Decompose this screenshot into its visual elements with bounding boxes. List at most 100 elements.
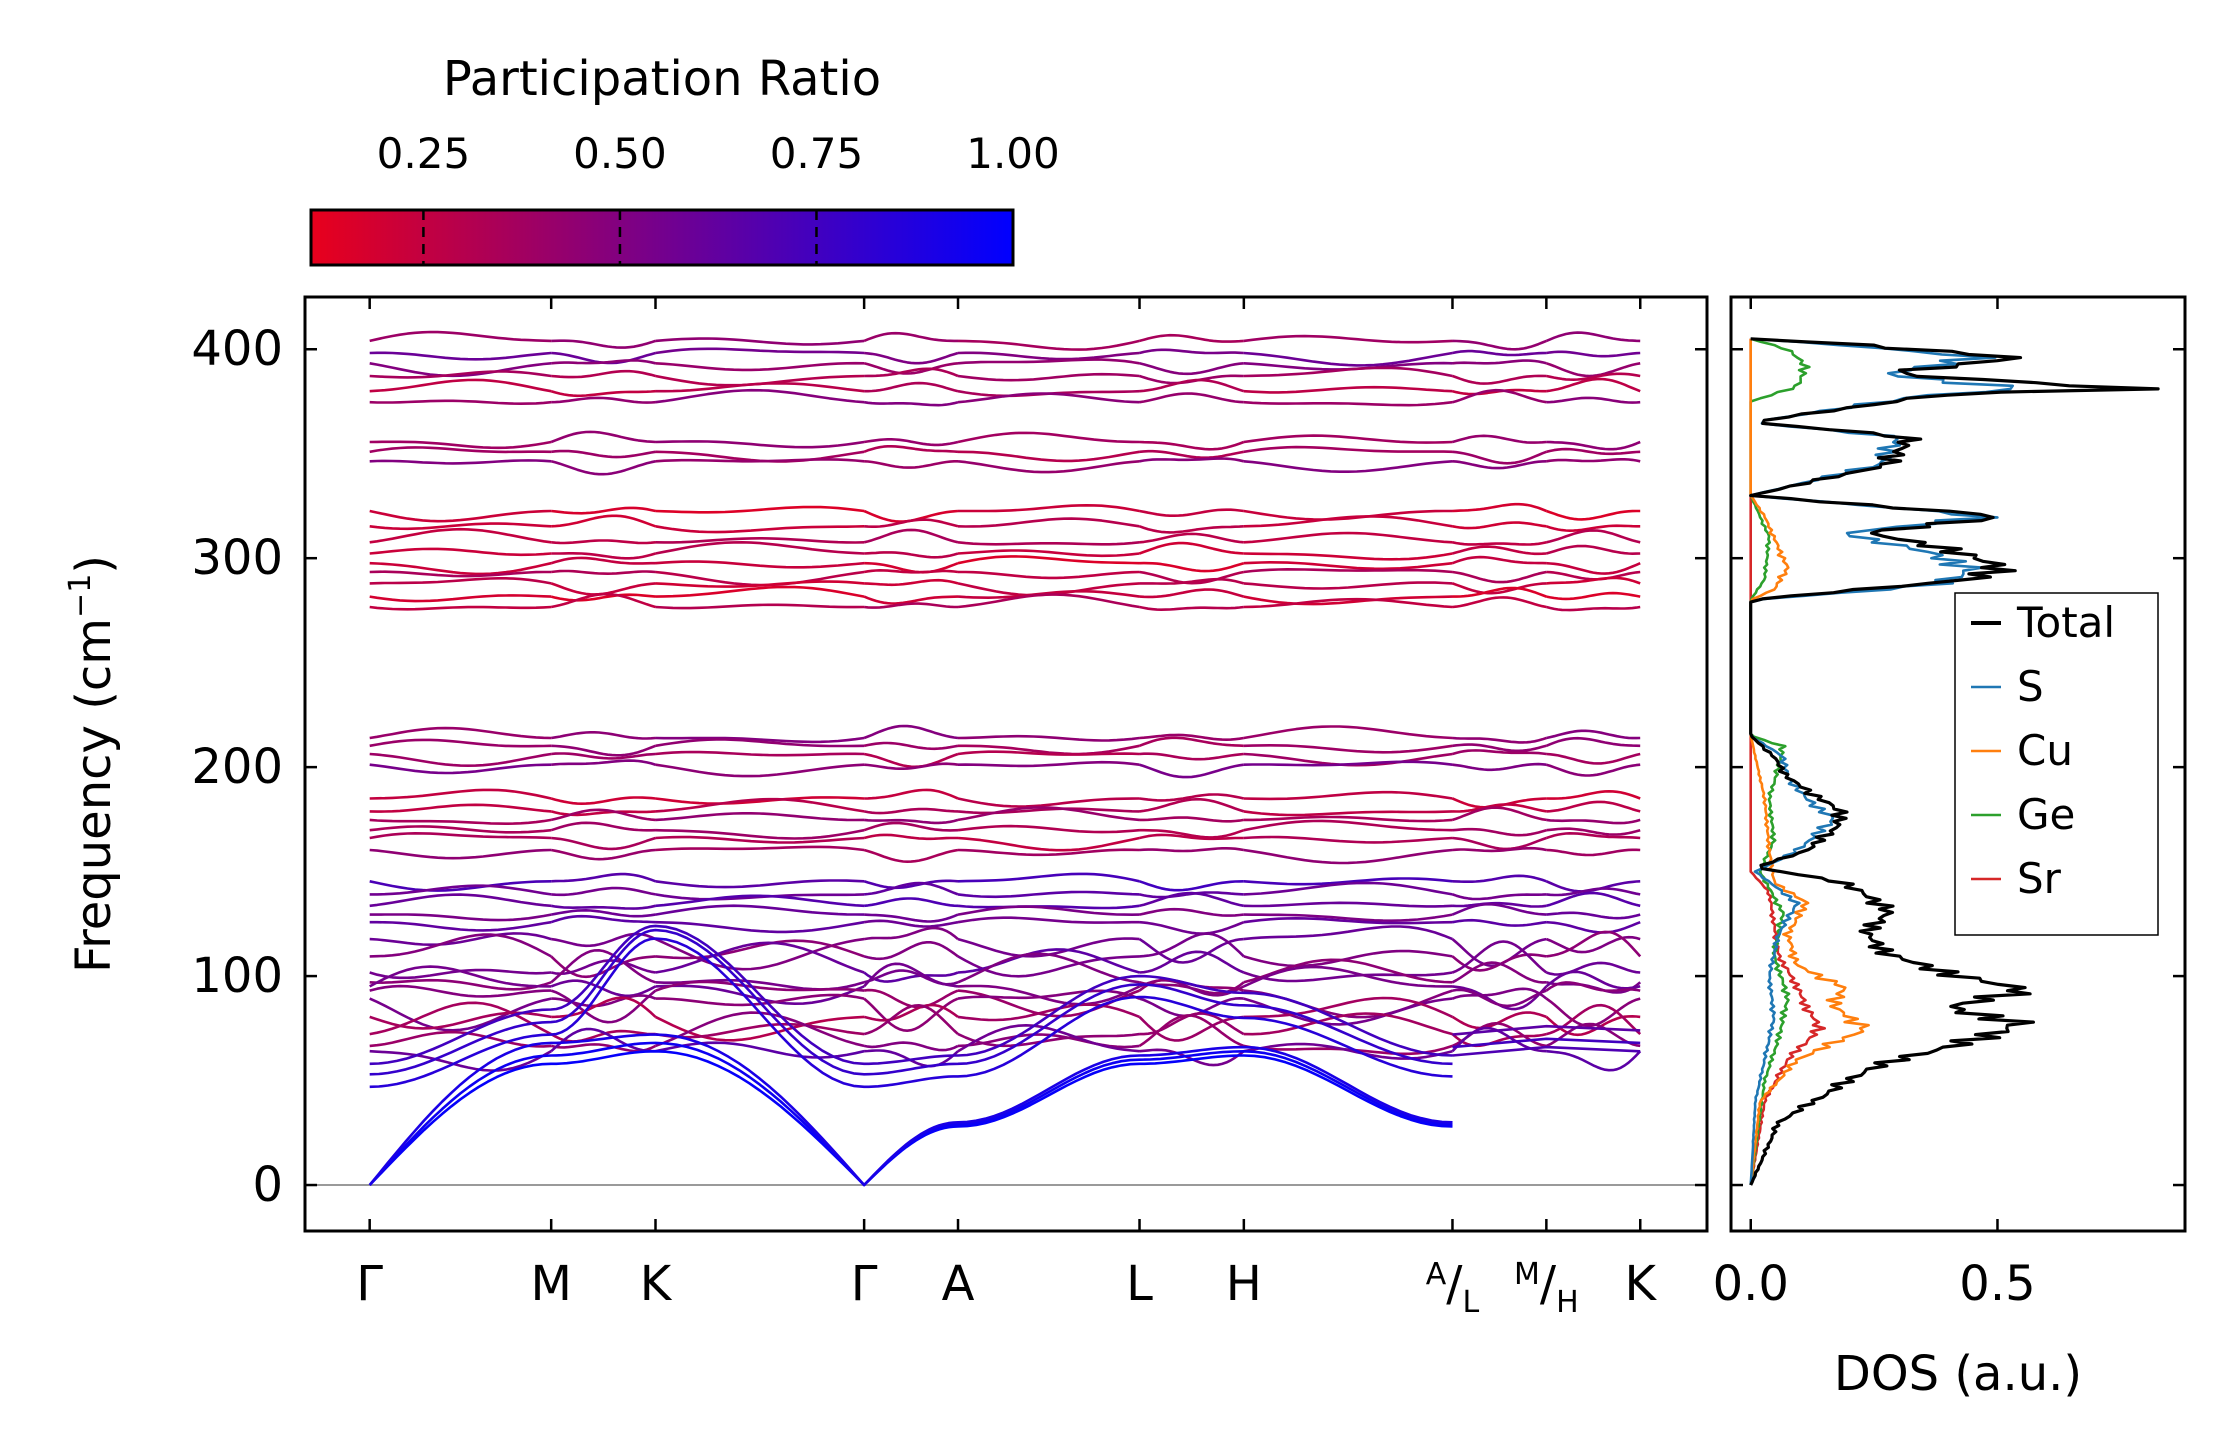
phonon-band bbox=[1243, 810, 1453, 817]
phonon-band bbox=[863, 331, 958, 343]
phonon-band bbox=[1243, 552, 1453, 561]
phonon-band bbox=[550, 593, 656, 602]
phonon-band bbox=[1243, 996, 1454, 1019]
phonon-band bbox=[863, 879, 959, 890]
phonon-band bbox=[551, 369, 656, 379]
phonon-band bbox=[1139, 793, 1245, 802]
phonon-band bbox=[1139, 932, 1245, 958]
dos-curve-sr bbox=[1749, 338, 1826, 1186]
colorbar-tick-label: 1.00 bbox=[966, 129, 1060, 178]
phonon-band bbox=[1546, 377, 1641, 393]
phonon-band bbox=[1451, 1011, 1547, 1030]
phonon-band bbox=[957, 549, 1140, 558]
phonon-band bbox=[863, 962, 959, 988]
phonon-band bbox=[863, 897, 959, 908]
phonon-band bbox=[1139, 440, 1245, 451]
phonon-band bbox=[1243, 744, 1453, 754]
phonon-band bbox=[550, 460, 656, 476]
phonon-band bbox=[550, 979, 657, 998]
phonon-band bbox=[1243, 949, 1453, 968]
phonon-band bbox=[1452, 918, 1547, 927]
phonon-band bbox=[655, 541, 865, 555]
phonon-band bbox=[550, 904, 656, 910]
colorbar-gradient bbox=[309, 208, 1015, 267]
phonon-band bbox=[864, 788, 959, 800]
phonon-band bbox=[1545, 981, 1641, 992]
phonon-band bbox=[369, 522, 552, 531]
dos-curves bbox=[1749, 337, 2160, 1186]
phonon-band bbox=[1452, 803, 1547, 813]
phonon-band bbox=[1243, 445, 1453, 454]
phonon-band bbox=[958, 504, 1140, 513]
phonon-band bbox=[1545, 970, 1641, 990]
phonon-band bbox=[369, 978, 552, 991]
phonon-band bbox=[1452, 749, 1547, 756]
phonon-band bbox=[1452, 374, 1547, 385]
phonon-band bbox=[957, 750, 1140, 756]
phonon-band bbox=[1452, 806, 1547, 822]
phonon-band bbox=[957, 984, 1141, 1006]
phonon-band bbox=[369, 937, 1453, 1089]
phonon-band bbox=[369, 984, 552, 998]
phonon-band bbox=[864, 460, 958, 469]
phonon-band bbox=[1243, 901, 1453, 908]
phonon-band bbox=[957, 460, 1140, 474]
phonon-band bbox=[551, 339, 656, 349]
phonon-band bbox=[550, 389, 656, 398]
phonon-band bbox=[863, 602, 958, 609]
phonon-band bbox=[1545, 736, 1641, 748]
phonon-band bbox=[1452, 339, 1547, 351]
phonon-band bbox=[551, 752, 656, 760]
phonon-band bbox=[1546, 605, 1641, 612]
x-tick-label: L bbox=[1126, 1256, 1153, 1312]
phonon-band bbox=[864, 381, 959, 393]
x-tick-label: H bbox=[1226, 1256, 1262, 1312]
phonon-band bbox=[957, 392, 1140, 404]
phonon-band bbox=[655, 750, 865, 757]
phonon-band bbox=[863, 752, 959, 769]
y-tick-label: 400 bbox=[191, 321, 283, 377]
phonon-band bbox=[369, 924, 1453, 1066]
phonon-band bbox=[1243, 958, 1453, 984]
phonon-band bbox=[369, 788, 552, 800]
phonon-band bbox=[957, 358, 1140, 365]
phonon-band bbox=[369, 738, 552, 748]
phonon-band bbox=[863, 445, 959, 454]
phonon-band bbox=[1546, 930, 1642, 958]
phonon-band bbox=[369, 932, 552, 946]
phonon-band bbox=[1546, 891, 1641, 908]
phonon-band bbox=[369, 752, 552, 767]
dos-curve-total bbox=[1749, 337, 2160, 1186]
phonon-band bbox=[369, 440, 552, 450]
phonon-band bbox=[1243, 400, 1453, 407]
phonon-band bbox=[1138, 1014, 1245, 1048]
phonon-band bbox=[1545, 1022, 1641, 1048]
phonon-band bbox=[551, 744, 656, 757]
phonon-band bbox=[1243, 561, 1453, 571]
phonon-band bbox=[1139, 541, 1244, 555]
x-tick-label: K bbox=[640, 1256, 673, 1312]
phonon-band bbox=[1243, 877, 1453, 886]
phonon-band bbox=[958, 570, 1140, 580]
phonon-band bbox=[1546, 961, 1641, 976]
phonon-bands bbox=[368, 330, 1642, 1187]
phonon-band bbox=[1452, 987, 1548, 1000]
phonon-band bbox=[863, 833, 958, 841]
phonon-band bbox=[550, 582, 656, 596]
phonon-band bbox=[1452, 570, 1547, 584]
phonon-band bbox=[863, 741, 959, 751]
phonon-band bbox=[1546, 372, 1641, 381]
phonon-band bbox=[1452, 846, 1547, 853]
phonon-band bbox=[1243, 1042, 1453, 1060]
phonon-band bbox=[957, 589, 1140, 599]
phonon-band bbox=[863, 400, 959, 407]
phonon-band bbox=[550, 848, 656, 861]
phonon-band bbox=[1243, 385, 1453, 394]
phonon-band bbox=[369, 527, 552, 544]
colorbar-ticks: 0.25 0.50 0.75 1.00 bbox=[377, 129, 1060, 265]
phonon-band bbox=[550, 959, 656, 975]
phonon-band bbox=[957, 905, 1140, 916]
phonon-band bbox=[1139, 763, 1244, 779]
phonon-band bbox=[863, 595, 959, 605]
phonon-band bbox=[1452, 1037, 1641, 1049]
